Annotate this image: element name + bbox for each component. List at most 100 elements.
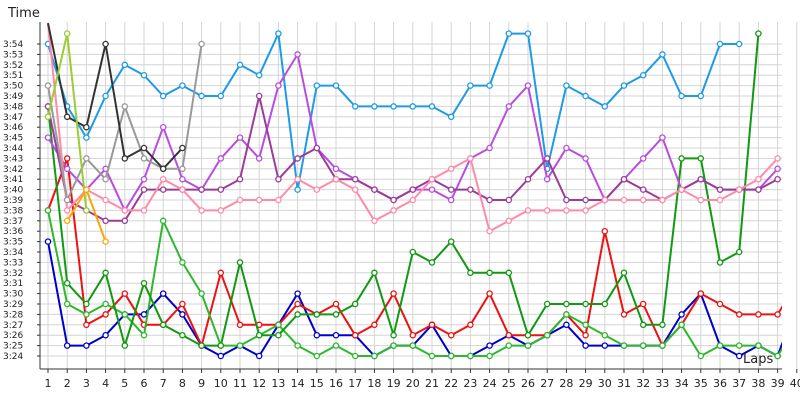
data-point bbox=[601, 342, 609, 349]
series-line bbox=[47, 22, 184, 170]
y-tick-label: 3:51 bbox=[3, 71, 23, 81]
x-tick-label: 23 bbox=[463, 377, 477, 390]
data-point bbox=[121, 217, 129, 225]
data-point bbox=[179, 259, 186, 266]
data-point bbox=[63, 165, 71, 173]
y-tick-label: 3:44 bbox=[3, 144, 23, 154]
data-point bbox=[217, 186, 225, 193]
data-point bbox=[179, 175, 186, 183]
data-point bbox=[44, 113, 52, 121]
data-point bbox=[294, 155, 301, 162]
data-point bbox=[63, 217, 71, 225]
data-point bbox=[179, 186, 186, 193]
data-point bbox=[620, 175, 628, 183]
data-point bbox=[140, 331, 148, 339]
x-tick-label: 24 bbox=[483, 377, 497, 390]
data-point bbox=[755, 175, 762, 183]
data-point bbox=[601, 227, 609, 235]
data-point bbox=[217, 207, 225, 214]
x-tick-label: 7 bbox=[160, 377, 167, 390]
data-point bbox=[371, 186, 378, 193]
data-point bbox=[275, 82, 282, 89]
data-point bbox=[409, 186, 417, 193]
data-point bbox=[774, 311, 781, 318]
data-point bbox=[467, 82, 474, 89]
data-point bbox=[351, 103, 359, 110]
y-tick-label: 3:38 bbox=[3, 206, 23, 216]
data-point bbox=[102, 40, 109, 48]
data-point bbox=[601, 300, 609, 308]
x-tick-label: 29 bbox=[579, 377, 593, 390]
data-point bbox=[198, 186, 205, 193]
x-tick-label: 9 bbox=[198, 377, 205, 390]
data-point bbox=[524, 207, 532, 214]
data-point bbox=[447, 186, 455, 193]
data-point bbox=[44, 134, 52, 141]
data-point bbox=[409, 331, 417, 339]
data-point bbox=[467, 352, 474, 360]
data-point bbox=[198, 207, 205, 214]
data-point bbox=[351, 300, 359, 308]
x-tick-label: 31 bbox=[617, 377, 631, 390]
data-point bbox=[351, 175, 359, 183]
data-point bbox=[332, 165, 340, 173]
data-point bbox=[620, 342, 628, 349]
data-point bbox=[409, 248, 417, 256]
y-tick-label: 3:53 bbox=[3, 50, 23, 60]
data-point bbox=[582, 196, 589, 204]
data-point bbox=[524, 30, 532, 37]
data-point bbox=[313, 352, 321, 360]
y-tick-label: 3:34 bbox=[3, 248, 23, 258]
data-point bbox=[313, 311, 321, 318]
data-point bbox=[140, 155, 148, 162]
data-point bbox=[390, 196, 397, 204]
data-point bbox=[83, 342, 90, 349]
data-point bbox=[620, 311, 628, 318]
series-line bbox=[47, 33, 760, 347]
data-point bbox=[140, 279, 148, 287]
data-point bbox=[63, 155, 71, 162]
data-point bbox=[179, 82, 186, 89]
data-point bbox=[390, 342, 397, 349]
data-point bbox=[486, 144, 493, 152]
data-point bbox=[44, 238, 52, 245]
data-point bbox=[582, 321, 589, 329]
data-point bbox=[755, 342, 762, 349]
x-tick-label: 16 bbox=[329, 377, 343, 390]
data-point bbox=[486, 269, 493, 277]
x-tick-label: 2 bbox=[64, 377, 71, 390]
data-point bbox=[102, 300, 109, 308]
data-point bbox=[582, 207, 589, 214]
data-point bbox=[236, 175, 244, 183]
y-tick-label: 3:32 bbox=[3, 269, 23, 279]
data-point bbox=[140, 71, 148, 79]
x-tick-label: 33 bbox=[655, 377, 669, 390]
data-point bbox=[639, 71, 647, 79]
data-point bbox=[217, 269, 225, 277]
y-tick-label: 3:24 bbox=[3, 352, 23, 362]
data-point bbox=[371, 352, 378, 360]
data-point bbox=[217, 342, 225, 349]
x-tick-label: 14 bbox=[291, 377, 305, 390]
data-point bbox=[716, 342, 724, 349]
data-point bbox=[236, 61, 244, 69]
x-tick-label: 15 bbox=[310, 377, 324, 390]
data-point bbox=[543, 207, 551, 214]
data-point bbox=[255, 92, 263, 100]
data-point bbox=[159, 123, 167, 131]
data-point bbox=[447, 113, 455, 121]
data-point bbox=[563, 207, 570, 214]
data-point bbox=[639, 300, 647, 308]
data-point bbox=[467, 269, 474, 277]
y-tick-label: 3:31 bbox=[3, 279, 23, 289]
data-point bbox=[639, 186, 647, 193]
x-tick-label: 30 bbox=[598, 377, 612, 390]
data-point bbox=[44, 82, 52, 89]
data-point bbox=[390, 103, 397, 110]
data-point bbox=[102, 331, 109, 339]
data-point bbox=[505, 342, 513, 349]
data-point bbox=[409, 196, 417, 204]
data-point bbox=[543, 175, 551, 183]
data-point bbox=[697, 290, 705, 297]
data-point bbox=[543, 331, 551, 339]
